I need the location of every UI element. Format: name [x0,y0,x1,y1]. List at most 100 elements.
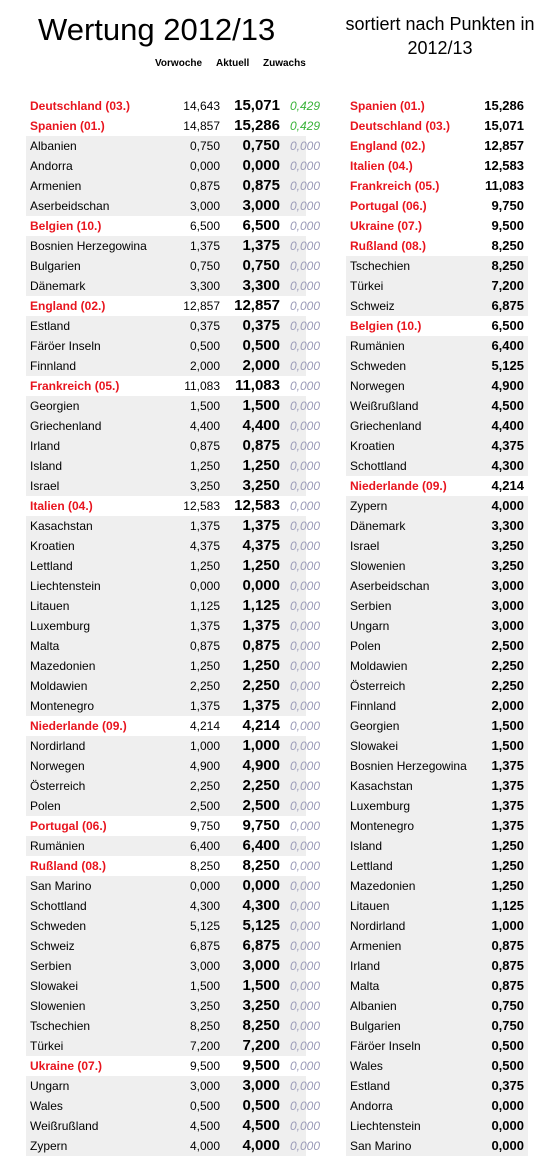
delta-value: 0,000 [290,359,321,373]
table-row: Norwegen 4,900 4,900 0,000 [26,756,320,776]
country-name: Irland [350,959,381,973]
table-row: Aserbeidschan 3,000 3,000 0,000 [26,196,320,216]
delta-value: 0,000 [290,959,321,973]
ranking-row: Rumänien 6,400 [346,336,528,356]
current-value: 4,375 [242,537,280,554]
delta-value: 0,429 [290,99,321,113]
country-name: Polen [350,639,381,653]
points-value: 1,250 [491,878,524,893]
current-value: 4,400 [242,417,280,434]
delta-value: 0,000 [290,579,321,593]
ranking-row: Zypern 4,000 [346,496,528,516]
table-row: Armenien 0,875 0,875 0,000 [26,176,320,196]
current-value: 0,875 [242,437,280,454]
prev-value: 4,300 [189,899,220,913]
header-delta: Zuwachs [263,58,306,69]
prev-value: 0,875 [189,639,220,653]
country-name: Island [350,839,383,853]
points-value: 11,083 [484,178,524,193]
delta-value: 0,000 [290,139,321,153]
points-value: 0,500 [491,1058,524,1073]
country-name: Portugal (06.) [30,819,107,833]
prev-value: 0,000 [189,579,220,593]
table-row: Belgien (10.) 6,500 6,500 0,000 [26,216,320,236]
points-value: 4,500 [491,398,524,413]
country-name: Frankreich (05.) [30,379,120,393]
table-row: Zypern 4,000 4,000 0,000 [26,1136,320,1156]
prev-value: 3,250 [189,999,220,1013]
country-name: Weißrußland [350,399,419,413]
country-name: Rumänien [350,339,405,353]
country-name: Georgien [30,399,80,413]
table-row: Moldawien 2,250 2,250 0,000 [26,676,320,696]
points-value: 6,400 [491,338,524,353]
points-value: 1,500 [491,718,524,733]
table-row: Luxemburg 1,375 1,375 0,000 [26,616,320,636]
table-row: Serbien 3,000 3,000 0,000 [26,956,320,976]
country-name: Bosnien Herzegowina [30,239,147,253]
current-value: 1,375 [242,617,280,634]
current-value: 3,000 [242,197,280,214]
points-value: 1,375 [491,758,524,773]
table-row: England (02.) 12,857 12,857 0,000 [26,296,320,316]
prev-value: 1,375 [189,519,220,533]
current-value: 1,500 [242,977,280,994]
ranking-row: Estland 0,375 [346,1076,528,1096]
prev-value: 4,214 [189,719,220,733]
table-row: Israel 3,250 3,250 0,000 [26,476,320,496]
current-value: 0,750 [242,137,280,154]
country-name: San Marino [30,879,92,893]
ranking-row: Weißrußland 4,500 [346,396,528,416]
country-name: Schweiz [350,299,395,313]
ranking-row: Türkei 7,200 [346,276,528,296]
points-value: 3,300 [491,518,524,533]
country-name: Slowenien [30,999,86,1013]
country-name: Portugal (06.) [350,199,427,213]
delta-value: 0,000 [290,879,321,893]
table-row: Estland 0,375 0,375 0,000 [26,316,320,336]
country-name: Finnland [30,359,77,373]
points-value: 1,375 [491,818,524,833]
ranking-row: Portugal (06.) 9,750 [346,196,528,216]
ranking-row: Kasachstan 1,375 [346,776,528,796]
right-table: Spanien (01.) 15,286 Deutschland (03.) 15,0… [346,96,528,1156]
prev-value: 0,875 [189,439,220,453]
country-name: Tschechien [30,1019,91,1033]
delta-value: 0,000 [290,599,321,613]
table-row: Liechtenstein 0,000 0,000 0,000 [26,576,320,596]
table-row: Irland 0,875 0,875 0,000 [26,436,320,456]
delta-value: 0,000 [290,819,321,833]
current-value: 3,250 [242,997,280,1014]
points-value: 0,750 [491,1018,524,1033]
current-value: 15,071 [234,97,280,114]
country-name: Estland [30,319,71,333]
country-name: Aserbeidschan [30,199,110,213]
country-name: Italien (04.) [30,499,93,513]
delta-value: 0,000 [290,1119,321,1133]
points-value: 8,250 [491,238,524,253]
delta-value: 0,429 [290,119,321,133]
ranking-row: Moldawien 2,250 [346,656,528,676]
country-name: Finnland [350,699,397,713]
table-row: Albanien 0,750 0,750 0,000 [26,136,320,156]
points-value: 4,300 [491,458,524,473]
country-name: Aserbeidschan [350,579,430,593]
points-value: 1,500 [491,738,524,753]
ranking-row: Aserbeidschan 3,000 [346,576,528,596]
delta-value: 0,000 [290,319,321,333]
country-name: Rumänien [30,839,85,853]
prev-value: 11,083 [184,379,220,393]
ranking-row: Frankreich (05.) 11,083 [346,176,528,196]
ranking-row: Ukraine (07.) 9,500 [346,216,528,236]
country-name: Norwegen [350,379,405,393]
current-value: 2,250 [242,677,280,694]
prev-value: 4,375 [189,539,220,553]
current-value: 3,300 [242,277,280,294]
table-row: Finnland 2,000 2,000 0,000 [26,356,320,376]
table-row: Griechenland 4,400 4,400 0,000 [26,416,320,436]
country-name: Griechenland [350,419,422,433]
country-name: Rußland (08.) [350,239,427,253]
country-name: Färöer Inseln [30,339,101,353]
country-name: Nordirland [350,919,406,933]
country-name: Zypern [30,1139,68,1153]
